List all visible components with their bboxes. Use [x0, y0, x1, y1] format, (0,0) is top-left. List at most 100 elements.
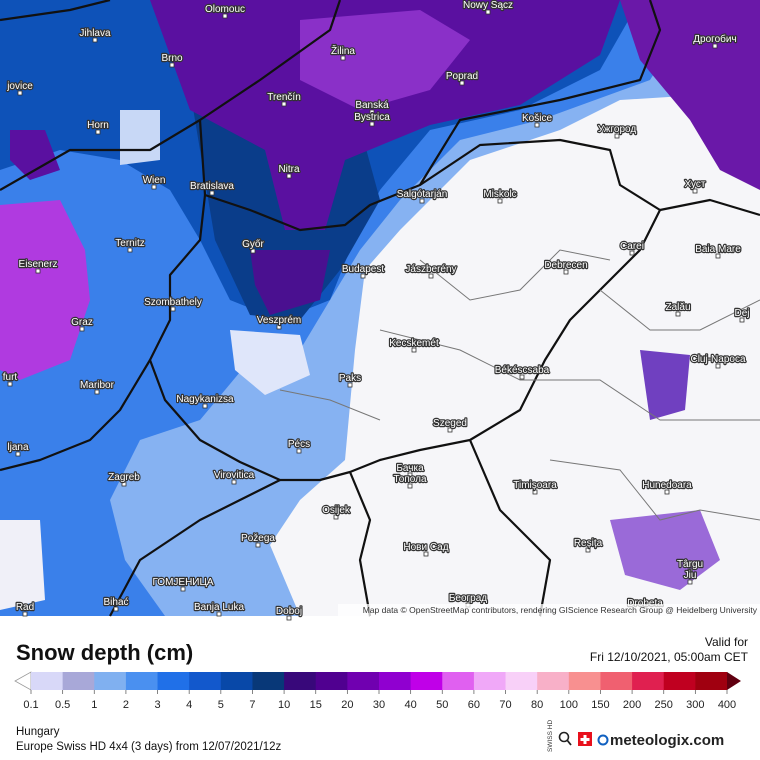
city-label: Нови Сад	[403, 542, 448, 553]
border	[279, 389, 381, 421]
colorbar-tick-label: 3	[154, 699, 160, 711]
snow-area	[10, 130, 60, 180]
region-borders	[279, 249, 760, 521]
city-marker	[407, 483, 413, 489]
border	[419, 249, 611, 301]
colorbar-tick-label: 40	[405, 699, 417, 711]
city-label: Nagykanizsa	[176, 394, 234, 405]
colorbar-segment	[62, 672, 95, 690]
city-marker	[22, 611, 28, 617]
border	[0, 0, 111, 22]
border	[0, 359, 151, 472]
snow-area	[120, 110, 160, 165]
city-marker	[459, 80, 465, 86]
snow-area	[620, 0, 760, 190]
brand-logo	[597, 734, 609, 746]
colorbar-tick-label: 0.1	[23, 699, 38, 711]
city-marker	[369, 121, 375, 127]
colorbar-segment	[568, 672, 601, 690]
city-marker	[423, 551, 429, 557]
search-icon	[558, 731, 570, 743]
city-label: furt	[3, 372, 18, 383]
city-marker	[664, 489, 670, 495]
map: Olomouc Nowy Sącz Дрогобич Jihlava Brno Žilin…	[0, 0, 760, 621]
colorbar-segment	[284, 672, 317, 690]
border	[148, 138, 662, 482]
city-marker	[92, 37, 98, 43]
border	[198, 0, 342, 196]
colorbar-tick-label: 300	[686, 699, 704, 711]
city-marker	[286, 173, 292, 179]
city-label: Virovitica	[214, 470, 255, 481]
city-label: Budapest	[342, 264, 384, 275]
city-marker	[715, 363, 721, 369]
city-marker	[180, 586, 186, 592]
city-marker	[276, 324, 282, 330]
snow-area	[640, 350, 690, 420]
city-marker	[687, 568, 693, 574]
valid-label: Valid for	[705, 635, 748, 649]
city-marker	[170, 306, 176, 312]
city-label: Brno	[161, 53, 183, 64]
city-label: Nowy Sącz	[463, 0, 513, 11]
city-label: jovice	[6, 81, 33, 92]
city-label: Ternitz	[115, 238, 144, 249]
city-label: Ужгород	[598, 124, 637, 135]
city-label: ljana	[7, 442, 29, 453]
colorbar-tick-label: 20	[341, 699, 353, 711]
colorbar-segment	[189, 672, 222, 690]
city-marker	[296, 448, 302, 454]
border	[419, 0, 662, 186]
colorbar-tick-label: 2	[123, 699, 129, 711]
city-label: ГОМЈЕНИЦА	[152, 577, 213, 588]
city-label: Osijek	[322, 505, 351, 516]
city-marker	[360, 273, 366, 279]
city-label: Baia Mare	[695, 244, 741, 255]
colorbar-segment	[600, 672, 633, 690]
colorbar-segment	[473, 672, 507, 690]
colorbar: 0.1 0.5 1 2 3 4 5 7 10 15 20 30 40 50 60 70 80 100 150 200 2…	[14, 671, 741, 711]
city-label: Žilina	[331, 44, 355, 57]
colorbar-tick-label: 250	[655, 699, 673, 711]
city-marker	[407, 472, 413, 478]
colorbar-tick-label: 400	[718, 699, 736, 711]
snow-area	[230, 330, 310, 395]
city-marker	[629, 250, 635, 256]
city-label: Bystrica	[354, 112, 390, 123]
city-label: Pécs	[288, 439, 310, 450]
colorbar-segment	[347, 672, 380, 690]
city-marker	[222, 13, 228, 19]
colorbar-segment	[94, 672, 127, 690]
colorbar-tick-label: 60	[468, 699, 480, 711]
colorbar-segment	[315, 672, 348, 690]
city-marker	[15, 451, 21, 457]
city-marker	[127, 247, 133, 253]
city-label: Veszprém	[257, 315, 301, 326]
colorbar-tick-label: 15	[310, 699, 322, 711]
city-label: Bratislava	[190, 181, 234, 192]
swiss-cross	[580, 735, 590, 744]
city-marker	[113, 606, 119, 612]
city-marker	[739, 317, 745, 323]
city-marker	[675, 311, 681, 317]
colorbar-tick-label: 150	[591, 699, 609, 711]
city-label: Jászberény	[405, 264, 456, 275]
city-label: Eisenerz	[19, 259, 58, 270]
city-label: Топола	[393, 474, 426, 485]
colorbar-arrow	[14, 671, 32, 691]
city-label: Kecskemét	[389, 338, 439, 349]
city-marker	[202, 403, 208, 409]
city-marker	[209, 190, 215, 196]
city-label: Graz	[71, 317, 93, 328]
snow-area	[0, 520, 45, 610]
border	[659, 198, 760, 217]
city-label: Jihlava	[79, 28, 111, 39]
city-marker	[519, 374, 525, 380]
city-label: Târgu	[677, 559, 703, 570]
city-marker	[534, 122, 540, 128]
colorbar-tick-label: 4	[186, 699, 192, 711]
colorbar-segment	[125, 672, 159, 690]
city-label: Cluj-Napoca	[690, 354, 745, 365]
colorbar-arrow	[727, 672, 741, 690]
